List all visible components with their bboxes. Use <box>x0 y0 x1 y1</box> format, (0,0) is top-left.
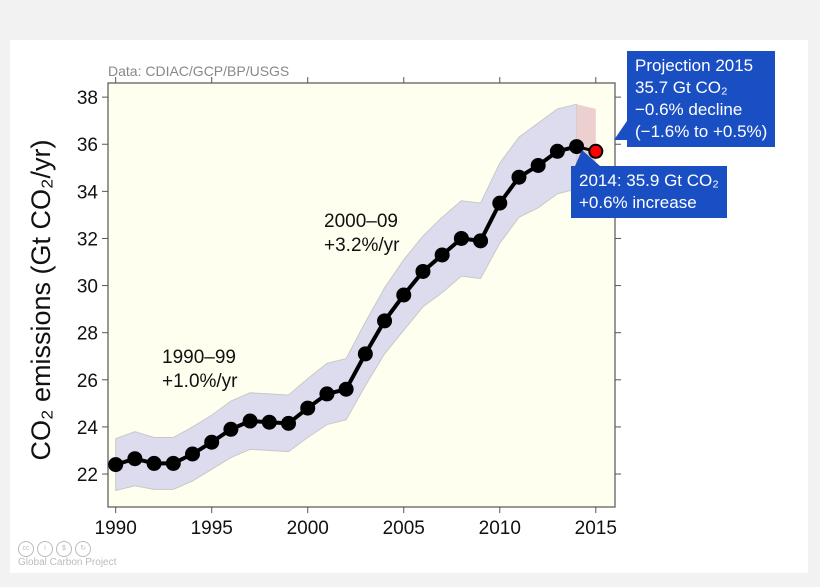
y-tick-label: 34 <box>77 182 99 203</box>
annotation-1990s-rate: +1.0%/yr <box>162 371 238 392</box>
callout-line: −0.6% decline <box>635 100 743 119</box>
callout-line: 35.7 Gt CO₂ <box>635 78 728 97</box>
x-tick-label: 1990 <box>95 518 137 539</box>
credit-text: Global Carbon Project <box>18 557 117 568</box>
data-point <box>281 415 297 431</box>
y-axis-label: CO₂ emissions (Gt CO₂/yr) <box>26 140 56 461</box>
data-point <box>185 446 200 462</box>
noncommercial-icon: $ <box>56 541 72 557</box>
x-tick-label: 2005 <box>383 518 425 539</box>
source-note: Data: CDIAC/GCP/BP/USGS <box>108 63 289 79</box>
attribution-icon: i <box>37 541 53 557</box>
y-tick-label: 24 <box>77 418 99 439</box>
data-point <box>415 263 431 279</box>
annotation-1990s-period: 1990–99 <box>162 347 236 368</box>
x-tick-label: 2010 <box>479 518 521 539</box>
y-tick-label: 22 <box>77 465 98 486</box>
data-point <box>127 451 143 467</box>
y-tick-label: 32 <box>77 229 98 250</box>
data-point <box>511 169 527 185</box>
data-point <box>549 143 565 159</box>
callout-line: 2014: 35.9 Gt CO₂ <box>579 171 719 190</box>
callout-pointer-projection <box>614 118 629 140</box>
y-tick-label: 36 <box>77 135 98 156</box>
annotation-2000s-rate: +3.2%/yr <box>324 235 400 256</box>
y-tick-label: 26 <box>77 371 98 392</box>
data-point <box>569 139 585 155</box>
callout-line: +0.6% increase <box>579 193 697 212</box>
credit-block: cc i $ ↻ Global Carbon Project <box>18 541 116 568</box>
data-point <box>146 455 162 471</box>
data-point <box>530 157 546 173</box>
x-tick-label: 2015 <box>575 518 617 539</box>
callout-2014: 2014: 35.9 Gt CO₂ +0.6% increase <box>571 166 727 218</box>
cc-icon: cc <box>18 541 34 557</box>
data-point <box>434 247 450 263</box>
projection-point <box>588 143 604 159</box>
y-tick-label: 28 <box>77 324 98 345</box>
data-point <box>453 230 469 246</box>
data-point <box>204 434 220 450</box>
data-point <box>319 386 335 402</box>
callout-line: Projection 2015 <box>635 56 754 75</box>
sharealike-icon: ↻ <box>75 541 91 557</box>
data-point <box>300 400 316 416</box>
callout-pointer-latest <box>575 150 600 166</box>
data-point <box>473 233 489 249</box>
data-point <box>492 195 508 211</box>
data-point <box>338 381 354 397</box>
data-point <box>396 287 412 303</box>
x-tick-label: 1995 <box>191 518 233 539</box>
data-point <box>357 346 373 362</box>
data-point <box>377 313 393 329</box>
data-point <box>242 413 258 429</box>
callout-projection-2015: Projection 2015 35.7 Gt CO₂ −0.6% declin… <box>627 51 776 147</box>
data-point <box>108 457 124 473</box>
annotation-2000s-period: 2000–09 <box>324 211 398 232</box>
x-tick-label: 2000 <box>287 518 329 539</box>
y-tick-label: 38 <box>77 88 98 109</box>
y-tick-label: 30 <box>77 277 98 298</box>
data-point <box>165 455 181 471</box>
callout-line: (−1.6% to +0.5%) <box>635 122 768 141</box>
data-point <box>223 421 239 437</box>
data-point <box>261 414 277 430</box>
